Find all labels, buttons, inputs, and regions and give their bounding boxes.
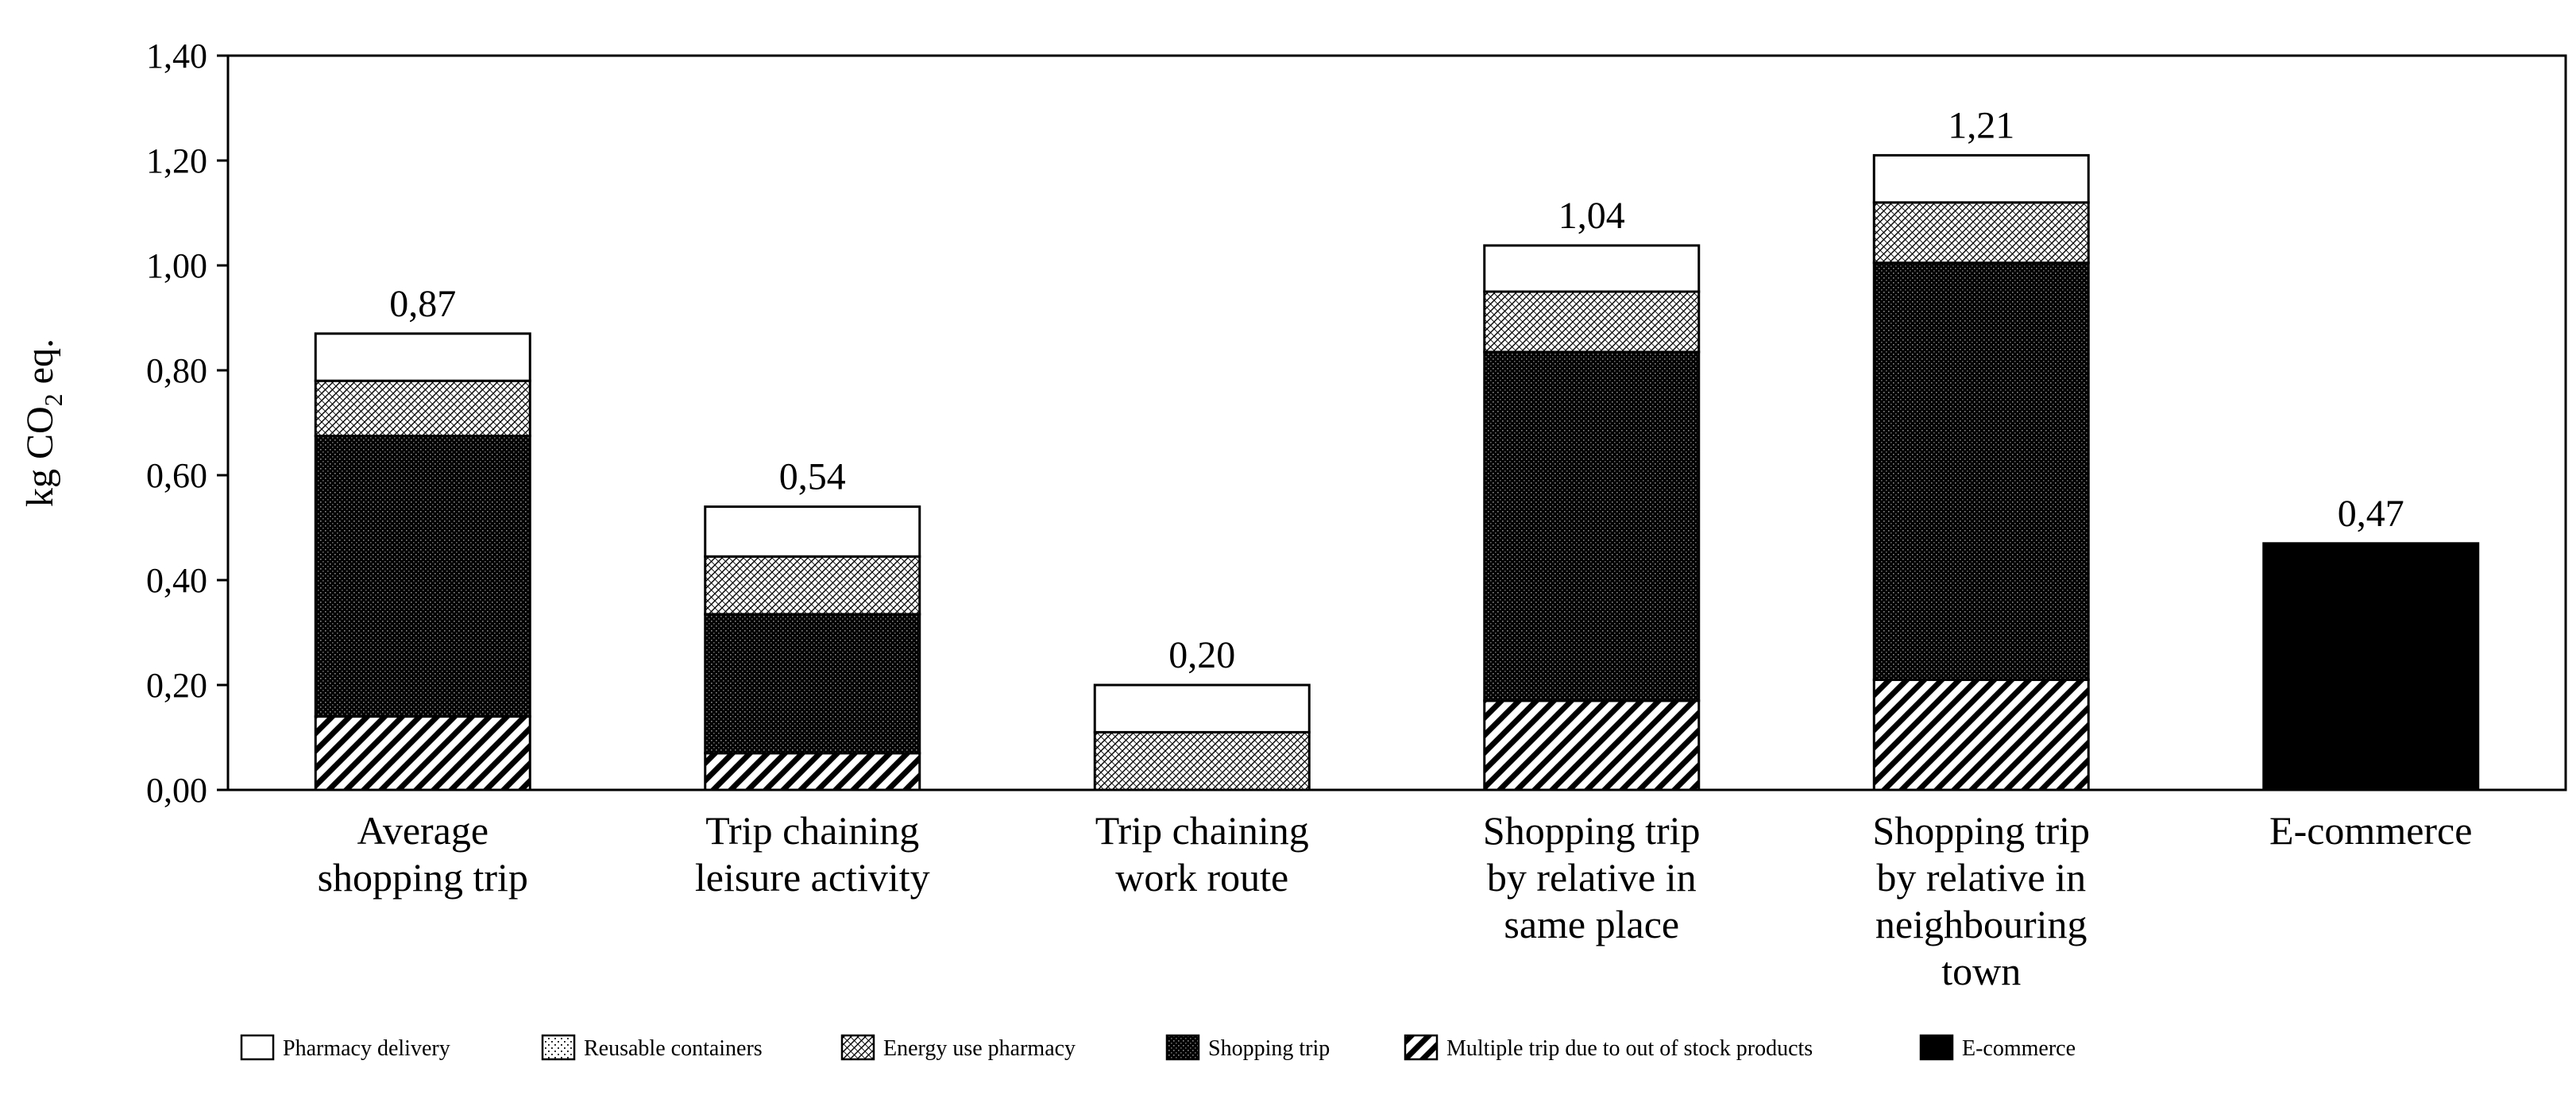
legend: Pharmacy delivery Reusable containers Ener… [240,1034,2076,1061]
total-value-label: 0,47 [2338,493,2404,535]
category-label-line: by relative in [1876,855,2086,900]
legend-label: Energy use pharmacy [883,1036,1076,1061]
bar-segment [2262,542,2480,791]
bar-segment [704,555,921,616]
bar-segment [1872,201,2090,265]
category-label-line: work route [1115,855,1288,900]
category-label-line: shopping trip [318,855,528,900]
bar-segment [1872,153,2090,204]
category-label: Trip chaining work route [1095,808,1309,900]
legend-label: Multiple trip due to out of stock produc… [1446,1036,1813,1061]
legend-swatch [840,1034,875,1061]
category-label-line: leisure activity [695,855,930,900]
bar-segment [704,752,921,791]
legend-swatch [1404,1034,1439,1061]
legend-label: E-commerce [1962,1036,2076,1061]
total-value-label: 0,54 [779,456,846,498]
total-value-label: 0,20 [1168,634,1235,676]
y-tick-label: 0,60 [146,456,207,495]
category-label: E-commerce [2269,808,2472,853]
bar-segment [1872,678,2090,791]
y-tick-label: 0,40 [146,561,207,600]
category-label-line: by relative in [1487,855,1697,900]
bar-segment [704,505,921,558]
category-label-line: Shopping trip [1483,808,1701,853]
total-value-label: 1,04 [1558,195,1625,237]
bar-segment [1483,699,1701,791]
bars [314,153,2480,791]
category-label-line: Trip chaining [705,808,919,853]
value-labels: 0,87 0,54 0,20 1,04 1,21 0,47 [389,104,2404,676]
category-label-line: Trip chaining [1095,808,1309,853]
bar-segment [314,715,531,791]
y-tick-label: 1,40 [146,37,207,75]
bar-segment [1483,290,1701,354]
y-tick-label: 1,20 [146,141,207,180]
category-label-line: Shopping trip [1872,808,2090,853]
category-label-line: town [1941,949,2021,993]
y-axis-title: kg CO2 eq. [19,339,68,507]
legend-swatch [240,1034,275,1061]
bar-segment [314,435,531,718]
total-value-label: 1,21 [1948,104,2014,146]
bar-segment [314,379,531,438]
bar-segment [1093,683,1311,733]
y-tick-label: 1,00 [146,246,207,285]
y-tick-label: 0,20 [146,666,207,705]
y-tick-label: 0,00 [146,771,207,810]
category-label-line: Average [357,808,489,853]
legend-label: Reusable containers [584,1036,763,1061]
category-label-line: same place [1504,902,1679,946]
total-value-label: 0,87 [389,283,456,325]
legend-label: Shopping trip [1208,1036,1330,1061]
plot-area [226,54,2567,791]
category-label: Shopping trip by relative in neighbouring t… [1872,808,2090,993]
legend-label: Pharmacy delivery [283,1036,450,1061]
bar-segment [1483,244,1701,293]
category-label: Trip chaining leisure activity [695,808,930,900]
bar-segment [704,613,921,755]
y-tick-label: 0,80 [146,351,207,390]
y-axis: 0,00 0,20 0,40 0,60 0,80 1,00 1,20 1,40 [146,37,228,810]
legend-swatch [541,1034,576,1061]
legend-swatch [1165,1034,1200,1061]
legend-swatch [1919,1034,1954,1061]
category-label: Shopping trip by relative in same place [1483,808,1701,946]
category-label-line: neighbouring [1875,902,2087,946]
bar-segment [1093,730,1311,791]
bar-segment [1483,350,1701,702]
category-label-line: E-commerce [2269,808,2472,853]
bar-segment [314,332,531,382]
category-label: Average shopping trip [318,808,528,900]
bar-segment [1872,261,2090,681]
